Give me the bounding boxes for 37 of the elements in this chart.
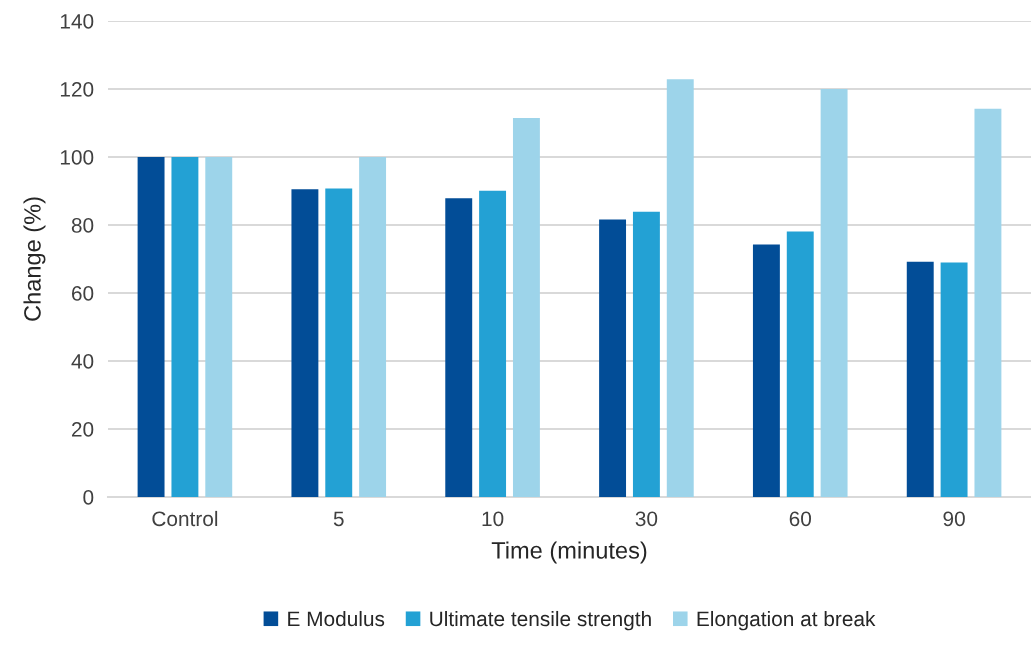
y-tick-label: 120 <box>60 82 94 97</box>
x-axis-title: Time (minutes) <box>491 541 647 564</box>
y-axis-title: Change (%) <box>23 197 46 321</box>
y-tick-label: 60 <box>72 286 94 301</box>
x-tick-label: Control <box>152 510 218 527</box>
x-tick-label: 30 <box>635 511 658 527</box>
bar <box>137 157 165 497</box>
x-tick-label: 5 <box>333 511 344 527</box>
bar <box>632 211 660 497</box>
bar <box>291 189 319 497</box>
y-tick-label: 20 <box>71 422 94 437</box>
bar <box>752 244 780 497</box>
x-tick-label: 60 <box>789 511 812 527</box>
legend-label: Ultimate tensile strength <box>430 610 651 631</box>
bar <box>325 188 353 497</box>
x-tick-label: 90 <box>943 511 965 527</box>
bar <box>974 108 1002 497</box>
bar <box>820 89 848 497</box>
y-tick-label: 0 <box>83 490 94 505</box>
bar <box>666 79 694 497</box>
bar <box>906 261 934 497</box>
bar <box>359 157 387 497</box>
y-tick-label: 40 <box>71 354 94 369</box>
y-tick-label: 80 <box>71 218 94 233</box>
y-tick-label: 140 <box>60 14 94 29</box>
bar <box>512 117 540 497</box>
bar <box>445 198 473 497</box>
y-tick-label: 100 <box>60 150 94 165</box>
legend-label: E Modulus <box>288 610 385 627</box>
bar <box>599 219 627 497</box>
bar <box>786 231 814 497</box>
legend-label: Elongation at break <box>697 610 876 631</box>
bar <box>940 262 968 497</box>
x-tick-label: 10 <box>482 511 504 527</box>
bar <box>205 157 233 497</box>
bar <box>479 190 507 497</box>
bar <box>171 157 199 497</box>
